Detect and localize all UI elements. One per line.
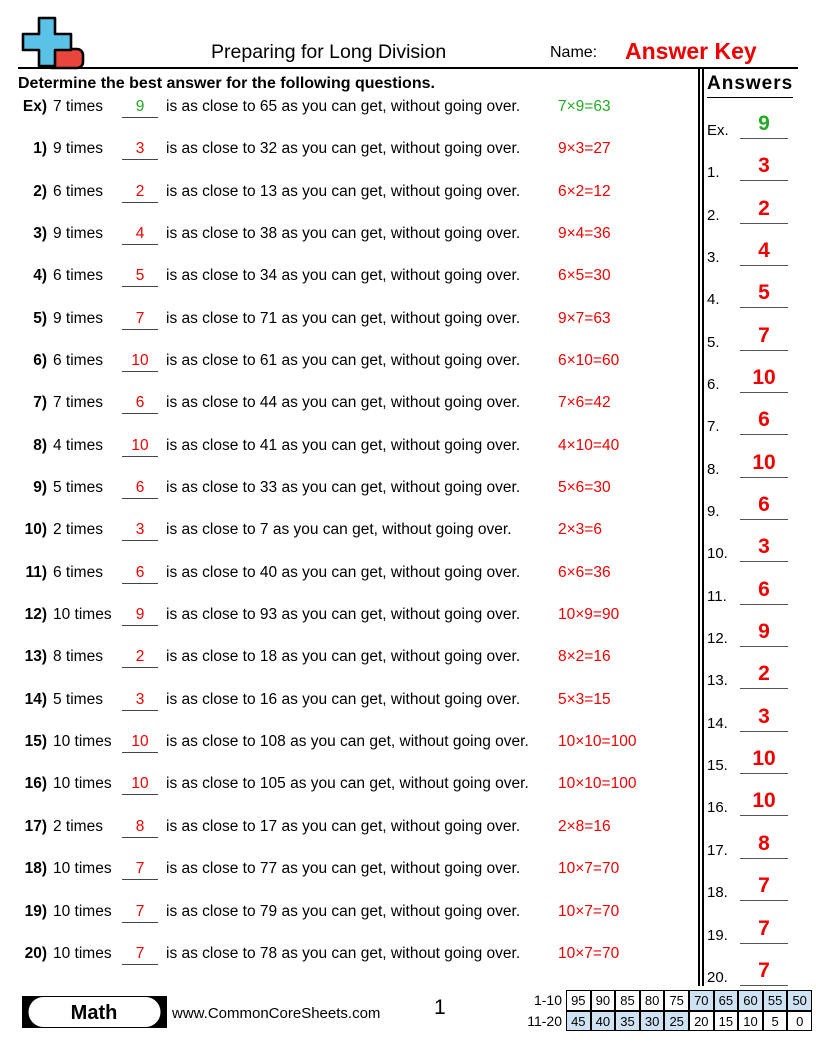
svg-text:Math: Math — [71, 1002, 118, 1024]
